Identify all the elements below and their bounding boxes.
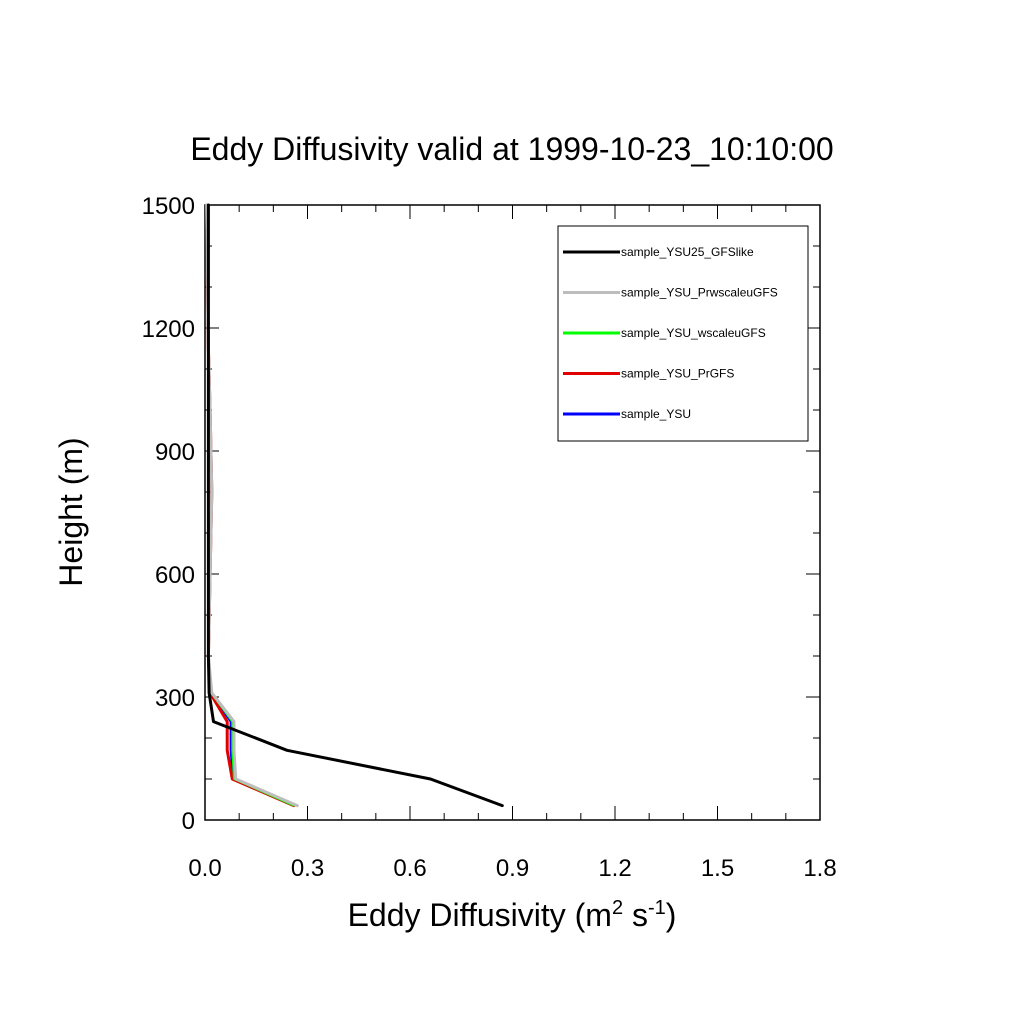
plot-area: 0.0 0.3 0.6 0.9 1.2 1.5 1.8 0 300 600 900 1200 1500 [142,193,837,882]
y-tick-label: 900 [155,439,195,466]
x-axis-title-sup2: -1 [648,897,666,919]
x-axis-title-base: Eddy Diffusivity (m [348,897,612,933]
x-tick-label: 1.2 [598,855,631,882]
legend-label: sample_YSU_PrGFS [621,367,734,381]
series-line-sample_YSU_PrGFS [205,203,296,808]
legend-label: sample_YSU_PrwscaleuGFS [621,286,778,300]
y-tick-label: 1500 [142,193,195,220]
y-tick-label: 1200 [142,316,195,343]
x-axis-title: Eddy Diffusivity (m2 s-1) [348,897,677,933]
x-axis-title-sup1: 2 [612,897,623,919]
series-line-sample_YSU [205,204,295,807]
x-tick-label: 1.8 [803,855,836,882]
y-tick-label: 0 [182,808,195,835]
series-line-sample_YSU_wscaleuGFS [205,204,295,807]
legend-label: sample_YSU25_GFSlike [621,245,754,259]
y-tick-label: 600 [155,562,195,589]
x-tick-label: 0.3 [291,855,324,882]
legend-entries: sample_YSU25_GFSlike sample_YSU_Prwscaleu… [563,245,778,421]
series-line-sample_YSU25_GFSlike [206,203,504,808]
x-tick-label: 0.0 [188,855,221,882]
x-tick-label: 0.9 [496,855,529,882]
y-axis-title: Height (m) [53,437,89,586]
x-axis-title-mid: s [623,897,648,933]
x-tick-label: 1.5 [701,855,734,882]
y-tick-label: 300 [155,685,195,712]
legend-label: sample_YSU_wscaleuGFS [621,326,766,340]
legend-label: sample_YSU [621,407,691,421]
chart-title: Eddy Diffusivity valid at 1999-10-23_10:… [190,131,833,167]
x-axis-title-end: ) [666,897,677,933]
x-tick-labels: 0.0 0.3 0.6 0.9 1.2 1.5 1.8 [188,855,836,882]
x-tick-label: 0.6 [393,855,426,882]
legend: sample_YSU25_GFSlike sample_YSU_Prwscaleu… [557,225,809,442]
y-tick-labels: 0 300 600 900 1200 1500 [142,193,195,835]
series-line-sample_YSU_PrwscaleuGFS [205,203,299,808]
series-lines [205,203,504,808]
